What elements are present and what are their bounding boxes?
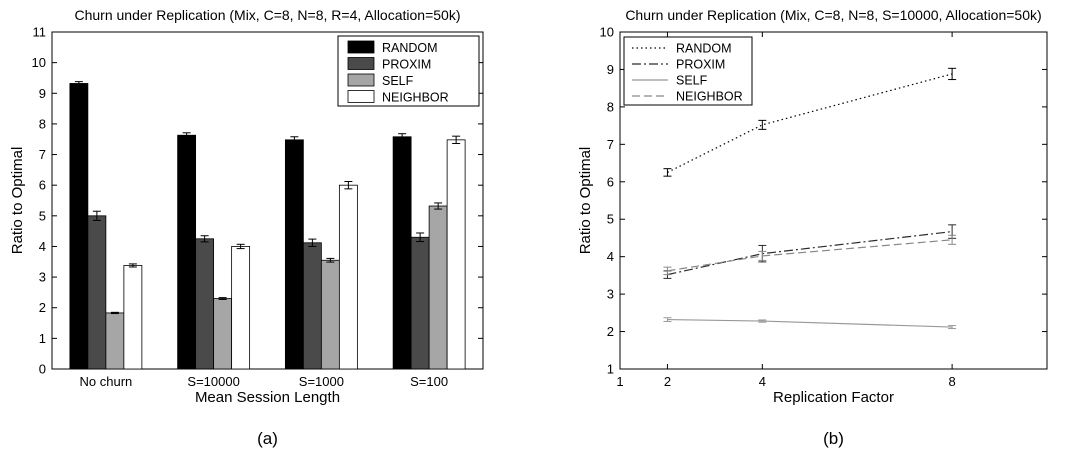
y-axis-label: Ratio to Optimal: [577, 147, 594, 255]
y-tick-label: 4: [607, 249, 614, 264]
bar-random: [284, 139, 304, 370]
y-tick-label: 8: [39, 116, 46, 131]
x-axis-label: Mean Session Length: [195, 389, 340, 406]
x-tick-label: S=10000: [187, 374, 239, 389]
x-tick-label: 1: [616, 374, 623, 389]
y-tick-label: 1: [607, 362, 614, 377]
series-line-neighbor: [667, 239, 953, 272]
chart-title: Churn under Replication (Mix, C=8, N=8, …: [75, 7, 461, 23]
x-tick-label: 4: [759, 374, 766, 389]
bar-random: [392, 136, 412, 370]
y-tick-label: 3: [607, 287, 614, 302]
legend-label: NEIGHBOR: [676, 90, 743, 104]
legend: [623, 36, 753, 106]
legend-label: SELF: [382, 74, 414, 88]
x-tick-label: S=1000: [299, 374, 344, 389]
bar-random: [177, 134, 197, 370]
y-tick-label: 8: [607, 99, 614, 114]
y-tick-label: 9: [39, 86, 46, 101]
bar-proxim: [302, 242, 322, 370]
legend-label: RANDOM: [382, 41, 438, 55]
chart-b: Churn under Replication (Mix, C=8, N=8, …: [577, 7, 1048, 448]
y-tick-label: 10: [32, 55, 46, 70]
y-tick-label: 10: [600, 25, 614, 40]
bar-self: [105, 312, 125, 370]
y-tick-label: 6: [39, 178, 46, 193]
y-tick-label: 11: [33, 25, 47, 40]
legend-swatch: [347, 40, 375, 54]
bar-neighbor: [123, 265, 143, 370]
y-tick-label: 5: [607, 212, 614, 227]
panel-label: (b): [823, 429, 844, 448]
x-axis-label: Replication Factor: [773, 389, 894, 406]
series-line-proxim: [667, 230, 953, 276]
bar-self: [213, 298, 233, 370]
bar-self: [428, 205, 448, 370]
bar-proxim: [87, 215, 107, 370]
y-tick-label: 2: [39, 300, 46, 315]
y-tick-label: 2: [607, 324, 614, 339]
legend-label: NEIGHBOR: [382, 91, 449, 105]
bar-self: [320, 259, 340, 370]
legend-label: PROXIM: [382, 58, 431, 72]
x-tick-label: No churn: [80, 374, 133, 389]
y-tick-label: 6: [607, 174, 614, 189]
chart-a: Churn under Replication (Mix, C=8, N=8, …: [9, 7, 484, 448]
y-tick-label: 4: [39, 239, 46, 254]
y-tick-label: 9: [607, 62, 614, 77]
x-tick-label: 2: [664, 374, 671, 389]
x-tick-label: 8: [948, 374, 955, 389]
bar-random: [69, 83, 89, 370]
y-tick-label: 1: [39, 331, 46, 346]
legend-swatch: [347, 90, 375, 103]
y-tick-label: 0: [39, 362, 46, 377]
plot-frame: [619, 31, 1048, 370]
legend-label: RANDOM: [676, 42, 732, 56]
legend-swatch: [347, 73, 375, 87]
bar-neighbor: [446, 139, 466, 370]
legend-swatch: [347, 57, 375, 70]
bar-neighbor: [338, 184, 358, 370]
chart-title: Churn under Replication (Mix, C=8, N=8, …: [625, 7, 1041, 23]
series-line-self: [667, 318, 953, 328]
bar-neighbor: [231, 246, 251, 370]
legend-label: PROXIM: [676, 58, 725, 72]
y-tick-label: 5: [39, 208, 46, 223]
y-tick-label: 7: [39, 147, 46, 162]
y-tick-label: 3: [39, 270, 46, 285]
x-tick-label: S=100: [410, 374, 448, 389]
plot-frame: [51, 31, 484, 370]
panel-label: (a): [257, 429, 278, 448]
legend-label: SELF: [676, 74, 708, 88]
bar-proxim: [410, 236, 430, 370]
bar-proxim: [195, 238, 215, 370]
y-tick-label: 7: [607, 137, 614, 152]
y-axis-label: Ratio to Optimal: [9, 147, 26, 255]
